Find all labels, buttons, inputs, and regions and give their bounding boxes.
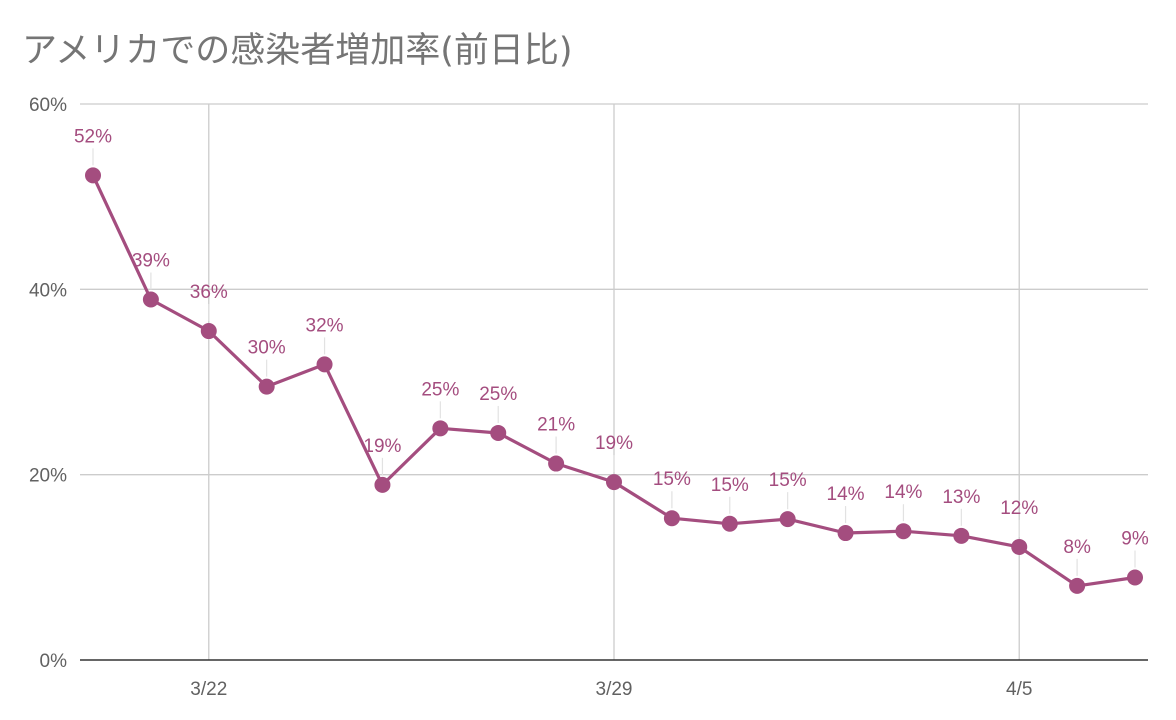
data-point xyxy=(1069,577,1086,594)
y-tick-label: 0% xyxy=(40,651,68,672)
data-label: 8% xyxy=(1063,537,1091,558)
y-tick-label: 40% xyxy=(29,280,67,301)
x-axis-ticks: 3/22 3/29 4/5 xyxy=(190,679,1032,700)
data-label: 21% xyxy=(537,415,575,436)
data-point xyxy=(142,291,159,308)
data-point xyxy=(1011,538,1028,555)
data-label: 14% xyxy=(827,484,865,505)
x-tick-label: 3/29 xyxy=(596,679,633,700)
data-label: 9% xyxy=(1121,529,1149,550)
data-point xyxy=(895,523,912,540)
data-point xyxy=(721,515,738,532)
data-point xyxy=(837,525,854,542)
data-label: 52% xyxy=(74,126,112,147)
x-tick-label: 3/22 xyxy=(190,679,227,700)
data-label: 15% xyxy=(711,475,749,496)
label-leaders xyxy=(92,148,1136,576)
data-label: 15% xyxy=(653,469,691,490)
y-tick-label: 20% xyxy=(29,466,67,487)
data-labels: 52% 39% 36% 30% 32% 19% 25% 25% 21% 19% 15% 15% 15% 1… xyxy=(74,126,1149,558)
data-label: 15% xyxy=(769,470,807,491)
y-axis-ticks: 0% 20% 40% 60% xyxy=(29,95,67,672)
data-label: 14% xyxy=(884,482,922,503)
x-tick-label: 4/5 xyxy=(1006,679,1032,700)
data-point xyxy=(432,420,449,437)
data-point xyxy=(490,424,507,441)
data-points xyxy=(85,167,1143,594)
data-label: 19% xyxy=(595,433,633,454)
data-point xyxy=(374,476,391,493)
data-label: 30% xyxy=(248,338,286,359)
data-point xyxy=(606,474,622,491)
data-point xyxy=(548,455,565,472)
data-label: 32% xyxy=(306,315,344,336)
data-label: 19% xyxy=(363,436,401,457)
chart-title: アメリカでの感染者増加率(前日比) xyxy=(22,31,573,71)
data-point xyxy=(1127,569,1143,586)
data-label: 13% xyxy=(942,487,980,508)
data-point xyxy=(258,378,275,395)
y-tick-label: 60% xyxy=(29,95,67,116)
gridlines xyxy=(80,103,1148,661)
data-point xyxy=(200,323,217,340)
data-label: 12% xyxy=(1000,498,1038,519)
data-label: 36% xyxy=(190,282,228,303)
data-label: 25% xyxy=(479,384,517,405)
data-point xyxy=(953,527,970,544)
data-point xyxy=(663,510,680,527)
data-label: 25% xyxy=(421,379,459,400)
data-label: 39% xyxy=(132,251,170,272)
data-point xyxy=(779,511,796,528)
data-point xyxy=(85,167,101,184)
data-point xyxy=(316,356,333,373)
